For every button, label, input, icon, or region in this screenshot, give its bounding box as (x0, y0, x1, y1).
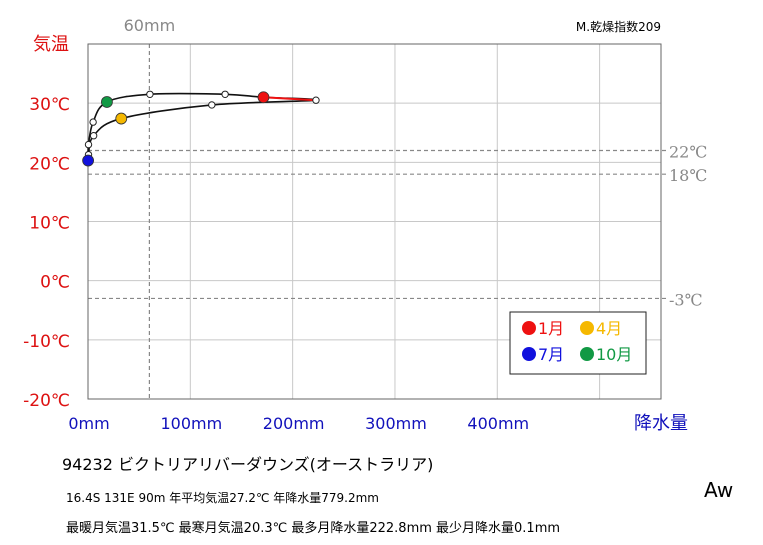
koppen-class: Aw (704, 478, 734, 502)
month-point-9 (89, 118, 97, 126)
x-axis-label: 降水量 (634, 413, 688, 434)
climograph-chart: 22℃ 18℃ -3℃ 60mm -20℃ -10℃ 0℃ 10℃ 20℃ 30℃ 0mm 100… (23, 16, 707, 434)
legend-marker (522, 347, 536, 361)
month-point-5 (89, 132, 98, 140)
legend-label: 7月 (538, 345, 564, 364)
month-point-3 (208, 101, 216, 109)
x-tick-label: 200mm (263, 414, 325, 433)
y-tick-label: 20℃ (29, 154, 70, 174)
legend-marker (522, 321, 536, 335)
x-tick-labels: 0mm 100mm 200mm 300mm 400mm (68, 414, 529, 433)
plot-area (87, 43, 662, 400)
legend-label: 4月 (596, 319, 622, 338)
legend-label: 1月 (538, 319, 564, 338)
month-point-11 (146, 90, 154, 98)
y-tick-label: 10℃ (29, 214, 70, 234)
aridity-index-label: M.乾燥指数209 (576, 19, 661, 34)
legend-marker (580, 321, 594, 335)
y-tick-label: 30℃ (29, 95, 70, 115)
legend-label: 10月 (596, 345, 632, 364)
month-points (82, 90, 320, 167)
ref-line-label: 18℃ (669, 166, 707, 185)
station-name: 94232 ビクトリアリバーダウンズ(オーストラリア) (62, 455, 434, 474)
station-extremes: 最暖月気温31.5℃ 最寒月気温20.3℃ 最多月降水量222.8mm 最少月降… (66, 521, 561, 536)
legend: 1月 4月 7月 10月 (509, 311, 647, 375)
x-tick-label: 300mm (365, 414, 427, 433)
reference-lines: 22℃ 18℃ -3℃ 60mm (88, 16, 707, 399)
month-point-4 (115, 112, 128, 125)
y-axis-label: 気温 (33, 34, 69, 55)
x-tick-label: 0mm (68, 414, 109, 433)
ref-line-label: -3℃ (669, 290, 702, 309)
ref-line-label: 60mm (124, 16, 176, 35)
month-point-7 (82, 154, 95, 167)
station-summary: 16.4S 131E 90m 年平均気温27.2℃ 年降水量779.2mm (66, 491, 379, 505)
y-tick-label: 0℃ (40, 273, 70, 293)
ref-line-label: 22℃ (669, 143, 707, 162)
month-point-2 (312, 96, 320, 104)
y-tick-label: -10℃ (23, 332, 70, 352)
month-point-10 (101, 96, 113, 108)
month-point-12 (221, 90, 229, 98)
y-tick-labels: -20℃ -10℃ 0℃ 10℃ 20℃ 30℃ (23, 95, 70, 411)
legend-marker (580, 347, 594, 361)
x-tick-label: 100mm (160, 414, 222, 433)
month-point-1 (257, 91, 270, 104)
month-point-8 (84, 140, 93, 149)
jan-feb-segment (263, 96, 317, 102)
y-tick-label: -20℃ (23, 391, 70, 411)
x-tick-label: 400mm (467, 414, 529, 433)
